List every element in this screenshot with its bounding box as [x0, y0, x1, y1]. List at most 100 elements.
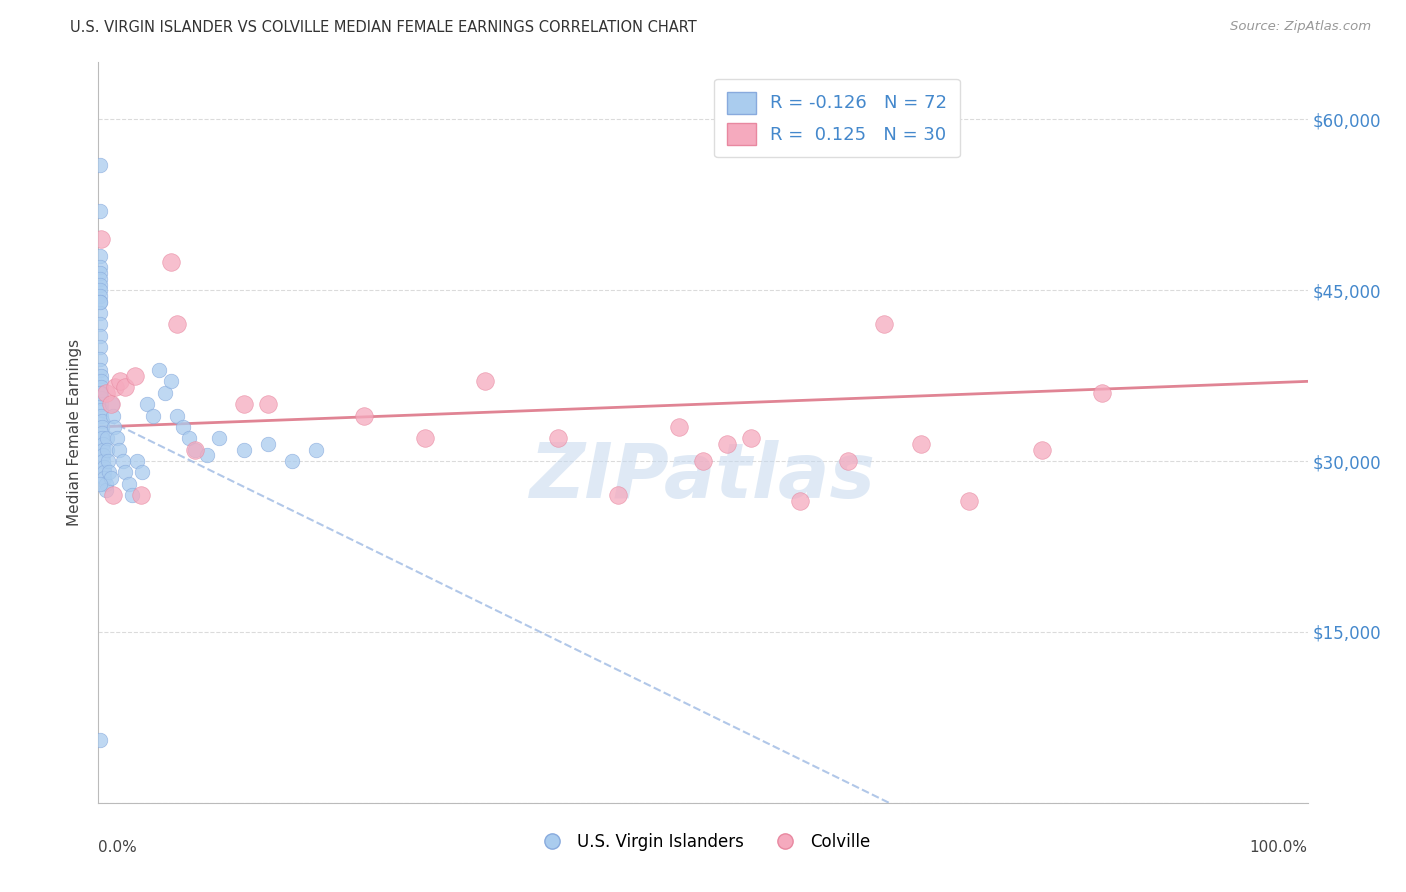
Point	[104, 380, 127, 394]
Point	[93, 466, 115, 480]
Point	[94, 476, 117, 491]
Text: U.S. VIRGIN ISLANDER VS COLVILLE MEDIAN FEMALE EARNINGS CORRELATION CHART: U.S. VIRGIN ISLANDER VS COLVILLE MEDIAN …	[70, 20, 697, 35]
Point	[413, 431, 436, 445]
Point	[98, 466, 121, 480]
Text: Source: ZipAtlas.com: Source: ZipAtlas.com	[1230, 20, 1371, 33]
Point	[89, 351, 111, 366]
Point	[108, 442, 131, 457]
Point	[93, 471, 115, 485]
Point	[90, 368, 112, 383]
Point	[89, 733, 111, 747]
Point	[474, 375, 496, 389]
Point	[353, 409, 375, 423]
Point	[1091, 385, 1114, 400]
Text: ZIPatlas: ZIPatlas	[530, 440, 876, 514]
Point	[91, 414, 114, 428]
Point	[91, 431, 114, 445]
Point	[96, 442, 118, 457]
Point	[111, 454, 134, 468]
Point	[114, 380, 136, 394]
Point	[281, 454, 304, 468]
Point	[89, 385, 111, 400]
Point	[184, 442, 207, 457]
Point	[121, 488, 143, 502]
Point	[910, 437, 932, 451]
Point	[94, 483, 117, 497]
Point	[256, 397, 278, 411]
Point	[160, 375, 183, 389]
Point	[166, 409, 188, 423]
Point	[124, 368, 146, 383]
Point	[100, 397, 122, 411]
Point	[547, 431, 569, 445]
Point	[89, 294, 111, 309]
Point	[89, 289, 111, 303]
Point	[837, 454, 859, 468]
Point	[118, 476, 141, 491]
Point	[89, 266, 111, 280]
Point	[716, 437, 738, 451]
Text: 100.0%: 100.0%	[1250, 840, 1308, 855]
Point	[91, 437, 114, 451]
Point	[789, 494, 811, 508]
Point	[89, 277, 111, 292]
Point	[127, 454, 149, 468]
Point	[89, 340, 111, 354]
Point	[89, 363, 111, 377]
Point	[668, 420, 690, 434]
Point	[166, 318, 188, 332]
Point	[96, 431, 118, 445]
Point	[100, 471, 122, 485]
Point	[89, 249, 111, 263]
Point	[101, 488, 124, 502]
Point	[89, 260, 111, 275]
Point	[90, 380, 112, 394]
Point	[195, 449, 218, 463]
Point	[100, 397, 122, 411]
Point	[108, 375, 131, 389]
Point	[93, 459, 115, 474]
Point	[89, 328, 111, 343]
Point	[90, 232, 112, 246]
Point	[89, 203, 111, 218]
Point	[89, 294, 111, 309]
Point	[97, 454, 120, 468]
Point	[607, 488, 630, 502]
Point	[131, 466, 153, 480]
Point	[90, 409, 112, 423]
Point	[90, 375, 112, 389]
Point	[89, 476, 111, 491]
Point	[208, 431, 231, 445]
Point	[90, 402, 112, 417]
Point	[91, 425, 114, 440]
Point	[101, 409, 124, 423]
Point	[91, 449, 114, 463]
Point	[957, 494, 980, 508]
Point	[142, 409, 165, 423]
Point	[89, 272, 111, 286]
Point	[172, 420, 194, 434]
Point	[114, 466, 136, 480]
Legend: U.S. Virgin Islanders, Colville: U.S. Virgin Islanders, Colville	[529, 826, 877, 857]
Point	[91, 420, 114, 434]
Point	[232, 442, 254, 457]
Point	[89, 306, 111, 320]
Point	[90, 385, 112, 400]
Point	[873, 318, 896, 332]
Point	[256, 437, 278, 451]
Point	[90, 397, 112, 411]
Point	[91, 454, 114, 468]
Point	[90, 392, 112, 406]
Point	[232, 397, 254, 411]
Point	[94, 385, 117, 400]
Point	[740, 431, 762, 445]
Point	[89, 158, 111, 172]
Point	[103, 420, 125, 434]
Point	[135, 397, 157, 411]
Point	[692, 454, 714, 468]
Text: 0.0%: 0.0%	[98, 840, 138, 855]
Point	[1031, 442, 1053, 457]
Point	[153, 385, 176, 400]
Point	[184, 442, 207, 457]
Point	[89, 283, 111, 297]
